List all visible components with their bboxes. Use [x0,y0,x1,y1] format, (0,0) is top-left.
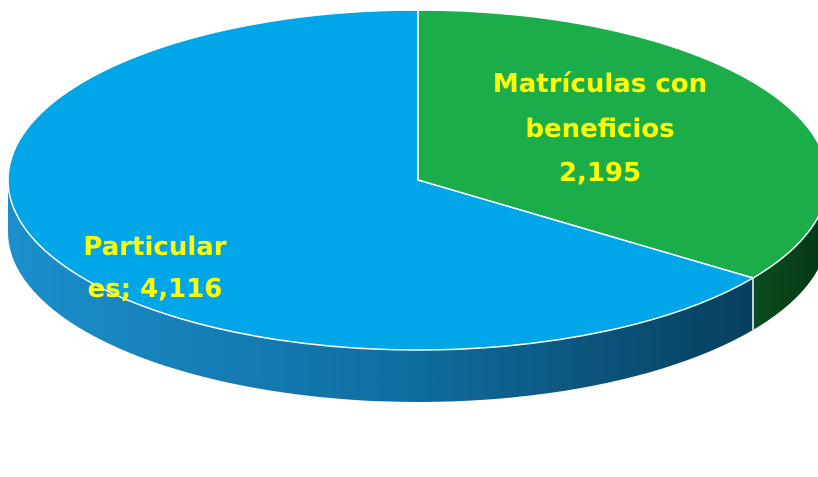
slice-label-benefits-line1: Matrículas con [493,69,707,99]
pie-side-particular [8,180,753,403]
pie-top-slices [7,9,818,351]
pie-slice-particular [7,9,754,351]
pie-side-walls [8,180,818,403]
pie-slice-benefits [417,9,818,279]
slice-label-benefits-line2: beneficios [525,114,674,144]
pie-side-benefits [752,217,818,331]
slice-value-benefits: 2,195 [559,158,641,188]
slice-label-particular-line1: Particular [83,232,226,262]
slice-label-particular-line2: es; 4,116 [88,274,223,304]
